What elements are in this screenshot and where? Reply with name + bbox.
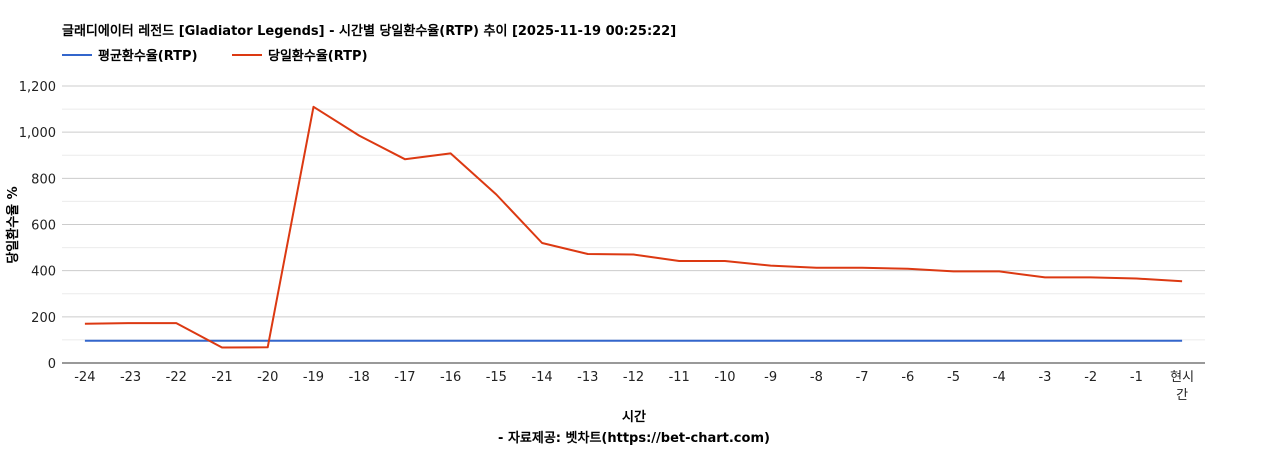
x-axis-title: 시간 bbox=[622, 409, 646, 425]
x-tick-label: -15 bbox=[486, 370, 507, 385]
x-tick-label: -18 bbox=[349, 370, 370, 385]
chart-title: 글래디에이터 레전드 [Gladiator Legends] - 시간별 당일환… bbox=[62, 23, 676, 39]
x-tick-label: -13 bbox=[577, 370, 598, 385]
x-tick-label: -16 bbox=[440, 370, 461, 385]
x-tick-label: -2 bbox=[1084, 370, 1097, 385]
x-tick-label: -8 bbox=[810, 370, 823, 385]
chart-series bbox=[84, 105, 1183, 349]
y-tick-label: 1,200 bbox=[19, 80, 56, 95]
x-tick-label: -4 bbox=[993, 370, 1006, 385]
x-tick-label: -19 bbox=[303, 370, 324, 385]
x-tick-label: -6 bbox=[901, 370, 914, 385]
x-tick-label: -14 bbox=[531, 370, 552, 385]
chart-gridlines bbox=[62, 85, 1205, 364]
x-tick-label: -10 bbox=[714, 370, 735, 385]
x-tick-label: -23 bbox=[120, 370, 141, 385]
x-tick-label: -24 bbox=[74, 370, 95, 385]
x-tick-label: -17 bbox=[394, 370, 415, 385]
x-tick-label: -5 bbox=[947, 370, 960, 385]
x-tick-label: -3 bbox=[1038, 370, 1051, 385]
y-tick-label: 200 bbox=[31, 311, 56, 326]
x-tick-label: 현시 간 bbox=[1170, 370, 1194, 403]
x-tick-label: -1 bbox=[1130, 370, 1143, 385]
y-tick-label: 600 bbox=[31, 219, 56, 234]
chart-legend: 평균환수율(RTP) 당일환수율(RTP) bbox=[62, 48, 368, 64]
legend-label: 평균환수율(RTP) bbox=[98, 48, 198, 64]
y-tick-label: 1,000 bbox=[19, 126, 56, 141]
y-axis-ticks: 0 200 400 600 800 1,000 1,200 bbox=[19, 80, 56, 372]
x-tick-label: -11 bbox=[669, 370, 690, 385]
data-source-note: - 자료제공: 벳차트(https://bet-chart.com) bbox=[498, 430, 770, 446]
y-tick-label: 0 bbox=[48, 357, 56, 372]
y-tick-label: 800 bbox=[31, 172, 56, 187]
x-tick-label: -20 bbox=[257, 370, 278, 385]
x-tick-label: -9 bbox=[764, 370, 777, 385]
series-line-daily-rtp bbox=[84, 105, 1183, 349]
legend-label: 당일환수율(RTP) bbox=[268, 48, 368, 64]
x-tick-label: -12 bbox=[623, 370, 644, 385]
x-tick-label: -21 bbox=[211, 370, 232, 385]
y-axis-title: 당일환수율 % bbox=[5, 186, 21, 263]
x-tick-label: -22 bbox=[166, 370, 187, 385]
x-tick-label: -7 bbox=[856, 370, 869, 385]
x-axis-ticks: -24 -23 -22 -21 -20 -19 -18 -17 -16 -15 -14 -13 -12 -… bbox=[74, 370, 1194, 403]
y-tick-label: 400 bbox=[31, 265, 56, 280]
